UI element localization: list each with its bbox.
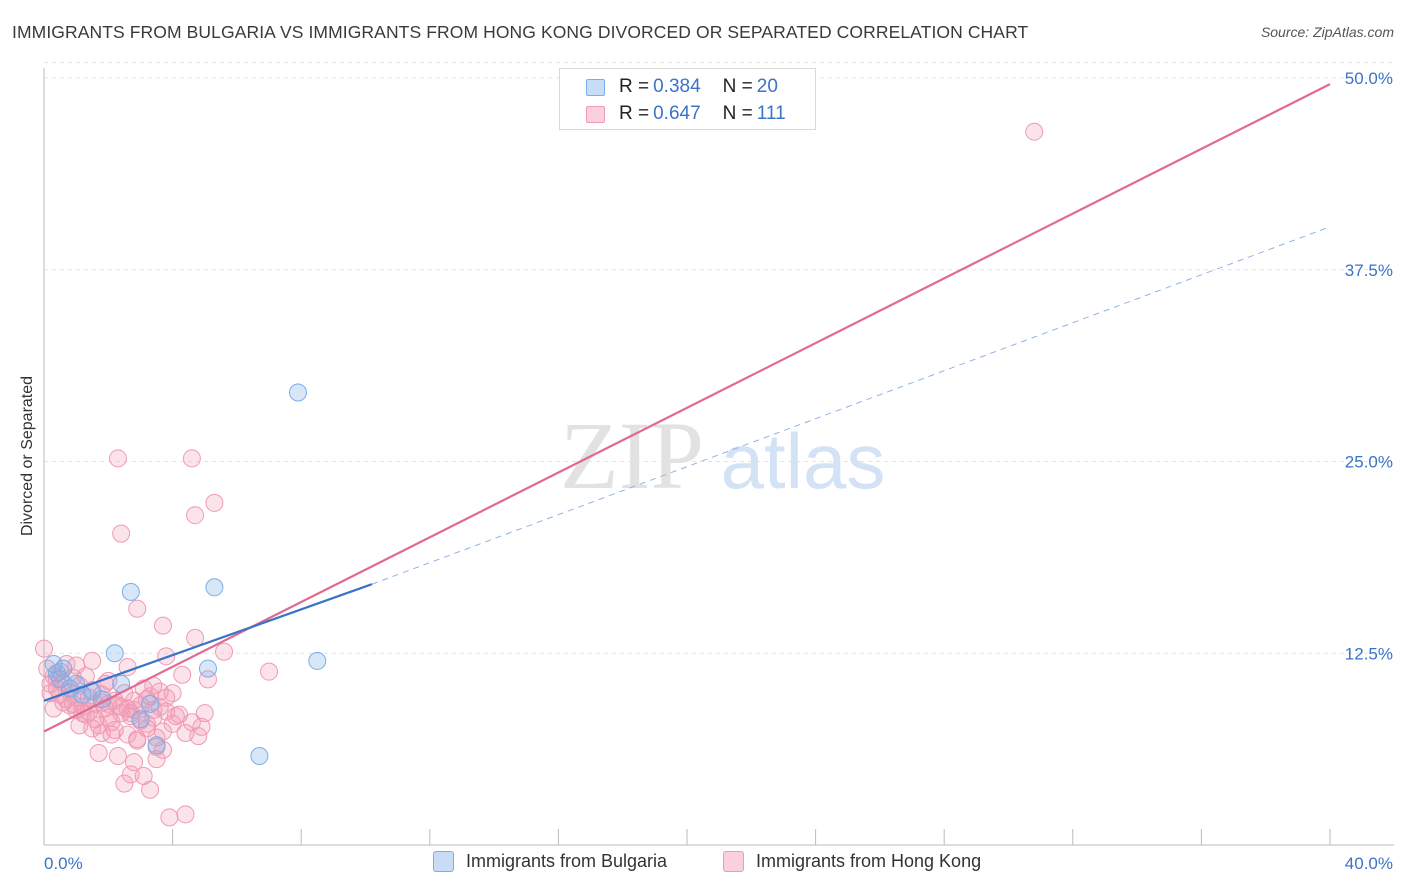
data-point-hong-kong (215, 642, 234, 661)
data-point-hong-kong (92, 724, 111, 743)
data-point-hong-kong (198, 670, 217, 689)
data-point-hong-kong (125, 753, 144, 772)
axes (43, 68, 1394, 846)
data-point-bulgaria (131, 710, 150, 729)
data-point-hong-kong (153, 616, 172, 635)
data-point-hong-kong (35, 639, 53, 658)
y-tick-label: 50.0% (1345, 69, 1393, 88)
data-point-hong-kong (115, 774, 134, 793)
hong-kong-swatch (723, 851, 744, 872)
data-point-hong-kong (182, 449, 201, 468)
r-label: R = (619, 103, 650, 124)
bulgaria-swatch (433, 851, 454, 872)
y-tick-label: 25.0% (1345, 453, 1393, 472)
trend-extension-bulgaria (371, 226, 1331, 585)
stats-row-hong-kong: R = 0.647 N = 111 (586, 102, 786, 126)
data-point-bulgaria (141, 694, 160, 713)
data-point-bulgaria (250, 747, 269, 766)
trend-lines (43, 83, 1331, 733)
legend-item-hong-kong[interactable]: Immigrants from Hong Kong (723, 851, 981, 872)
data-point-hong-kong (108, 449, 127, 468)
data-point-hong-kong (83, 651, 102, 670)
data-point-hong-kong (195, 704, 214, 723)
trend-line-bulgaria (43, 583, 373, 702)
tick-labels: 12.5% 25.0% 37.5% 50.0% 0.0% 40.0% (44, 69, 1393, 873)
data-point-hong-kong (192, 717, 211, 736)
r-value: 0.647 (653, 103, 701, 124)
x-tick-label: 40.0% (1345, 854, 1393, 873)
data-point-hong-kong (260, 662, 279, 681)
data-point-bulgaria (54, 659, 73, 678)
data-point-bulgaria (121, 582, 140, 601)
data-point-hong-kong (121, 704, 140, 723)
data-point-bulgaria (147, 736, 166, 755)
legend-label: Immigrants from Hong Kong (756, 851, 982, 871)
legend-item-bulgaria[interactable]: Immigrants from Bulgaria (433, 851, 667, 872)
stats-legend: R = 0.384 N = 20 R = 0.647 N = 111 (559, 68, 816, 130)
x-tick-label: 0.0% (44, 854, 83, 873)
data-point-hong-kong (108, 747, 127, 766)
data-point-hong-kong (89, 743, 108, 762)
data-point-hong-kong (137, 714, 156, 733)
series-bulgaria (44, 383, 327, 766)
gridlines (44, 62, 1394, 654)
data-point-bulgaria (288, 383, 307, 402)
data-point-hong-kong (173, 665, 192, 684)
data-point-bulgaria (105, 644, 124, 663)
source-credit: Source: ZipAtlas.com (1260, 24, 1394, 40)
data-point-hong-kong (128, 599, 147, 618)
data-point-bulgaria (308, 651, 327, 670)
data-point-hong-kong (83, 719, 102, 738)
n-label: N = (722, 76, 753, 97)
data-point-hong-kong (128, 730, 147, 749)
legend-label: Immigrants from Bulgaria (466, 851, 668, 871)
data-point-hong-kong (112, 524, 131, 543)
data-point-hong-kong (176, 805, 195, 824)
data-point-hong-kong (186, 506, 205, 525)
data-point-hong-kong (141, 780, 160, 799)
data-point-hong-kong (1025, 122, 1044, 141)
y-tick-label: 12.5% (1345, 644, 1393, 663)
y-tick-label: 37.5% (1345, 261, 1393, 280)
data-point-hong-kong (157, 688, 176, 707)
data-point-hong-kong (125, 701, 144, 720)
r-label: R = (619, 76, 650, 97)
n-value: 20 (756, 76, 778, 97)
data-point-hong-kong (102, 725, 121, 744)
chart-title: IMMIGRANTS FROM BULGARIA VS IMMIGRANTS F… (12, 22, 1029, 42)
bulgaria-swatch (586, 78, 605, 96)
n-label: N = (722, 103, 753, 124)
data-point-hong-kong (44, 699, 63, 718)
data-point-hong-kong (205, 493, 224, 512)
stats-row-bulgaria: R = 0.384 N = 20 (586, 75, 778, 99)
data-point-hong-kong (118, 725, 137, 744)
n-value: 111 (756, 103, 786, 124)
data-point-bulgaria (205, 578, 224, 597)
watermark: ZIP atlas (560, 402, 885, 509)
data-point-hong-kong (163, 684, 182, 703)
data-point-bulgaria (198, 659, 217, 678)
series-hong-kong (35, 122, 1044, 827)
watermark-zip: ZIP (560, 402, 704, 509)
hong-kong-swatch (586, 105, 605, 123)
watermark-atlas: atlas (721, 417, 886, 505)
trend-line-hong-kong (43, 83, 1331, 733)
data-point-hong-kong (166, 707, 185, 726)
chart-legend: Immigrants from Bulgaria Immigrants from… (0, 851, 1406, 877)
r-value: 0.384 (653, 76, 701, 97)
data-point-hong-kong (147, 750, 166, 769)
data-point-hong-kong (160, 808, 179, 827)
